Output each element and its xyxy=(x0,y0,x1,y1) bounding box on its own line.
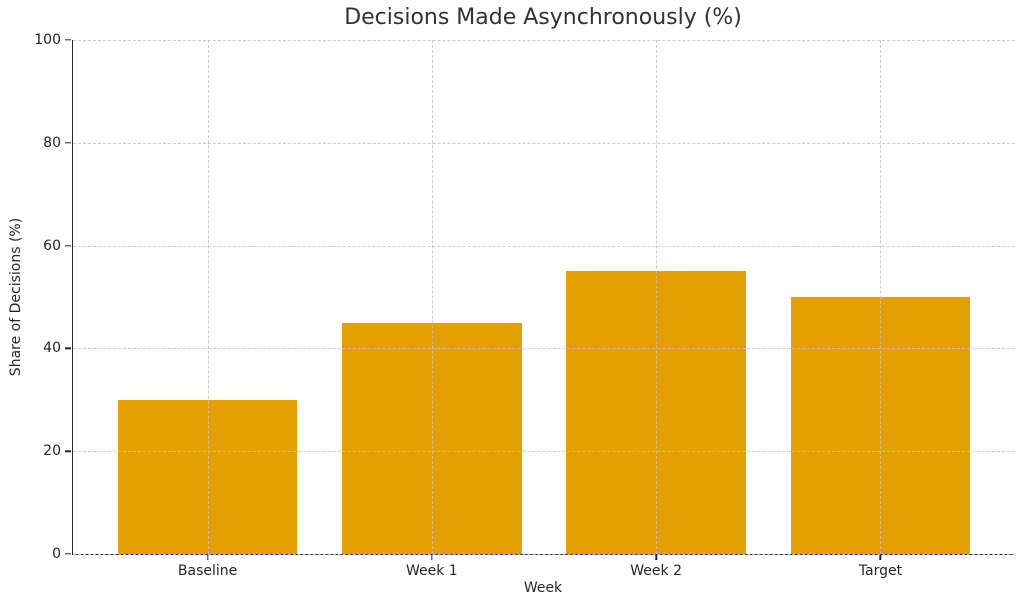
x-tick-mark xyxy=(879,554,882,560)
gridline-horizontal xyxy=(73,40,1015,41)
y-tick-label: 80 xyxy=(43,134,61,151)
gridline-horizontal xyxy=(73,554,1015,555)
y-tick-mark xyxy=(65,244,71,247)
y-tick-mark xyxy=(65,450,71,452)
y-tick-label: 60 xyxy=(43,237,61,254)
x-axis-label: Week xyxy=(523,580,563,596)
x-tick-label: Baseline xyxy=(177,563,238,579)
gridline-horizontal xyxy=(73,451,1015,453)
gridline-horizontal xyxy=(73,142,1015,144)
bar-week-2 xyxy=(566,271,746,554)
gridline-horizontal xyxy=(73,348,1015,350)
y-tick-mark xyxy=(65,39,71,41)
bar-baseline xyxy=(117,399,298,554)
y-tick-mark xyxy=(65,553,71,555)
y-tick-label: 0 xyxy=(52,546,61,562)
x-tick-mark xyxy=(206,554,209,560)
x-tick-label: Target xyxy=(858,563,903,579)
y-tick-label: 20 xyxy=(43,443,61,460)
bar-target xyxy=(790,297,971,554)
plot-area: 0 20 40 60 80 100 Baseline Week 1 Week 2 Target xyxy=(34,32,1015,579)
x-tick-label: Week 2 xyxy=(630,563,682,579)
y-tick-mark xyxy=(65,142,71,144)
y-tick-label: 40 xyxy=(43,340,61,357)
gridline-vertical xyxy=(656,40,658,554)
gridline-vertical xyxy=(207,40,209,554)
y-axis-label: Share of Decisions (%) xyxy=(8,217,24,377)
chart-title: Decisions Made Asynchronously (%) xyxy=(344,5,742,30)
gridline-vertical xyxy=(431,40,433,554)
x-tick-mark xyxy=(655,554,657,560)
gridline-vertical xyxy=(880,40,882,554)
x-tick-mark xyxy=(431,554,433,560)
gridline-horizontal xyxy=(73,245,1015,247)
y-tick-label: 100 xyxy=(34,32,61,48)
y-tick-mark xyxy=(65,347,71,350)
x-tick-label: Week 1 xyxy=(405,563,458,579)
